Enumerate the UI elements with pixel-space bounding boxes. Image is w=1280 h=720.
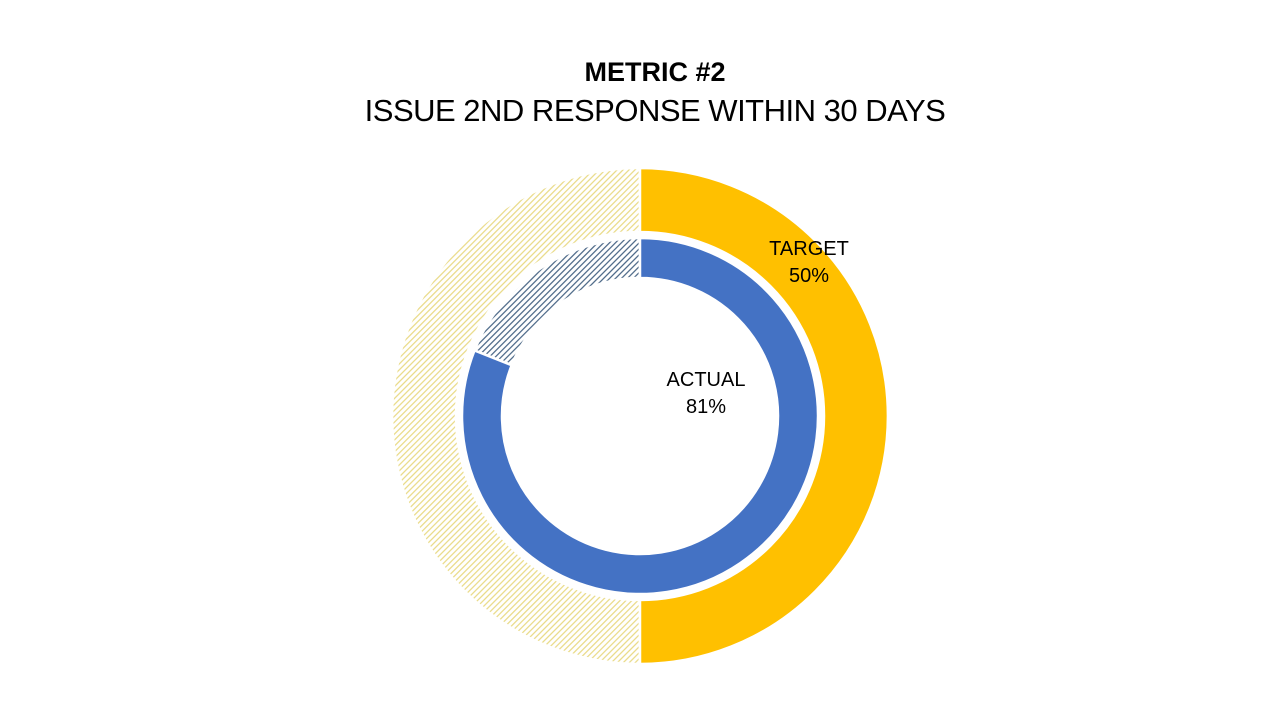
actual-label-value: 81%	[685, 396, 727, 418]
target-data-label: TARGET 50%	[769, 236, 849, 290]
target-label-name: TARGET	[769, 238, 849, 260]
actual-label-name: ACTUAL	[666, 369, 746, 391]
chart-title: METRIC #2	[584, 57, 726, 87]
actual-value-segment	[460, 236, 820, 596]
target-value-segment	[638, 166, 890, 666]
chart-subtitle: ISSUE 2ND RESPONSE WITHIN 30 DAYS	[364, 93, 946, 128]
chart-title-block: METRIC #2 ISSUE 2ND RESPONSE WITHIN 30 D…	[0, 54, 1280, 132]
target-label-value: 50%	[788, 265, 830, 287]
target-remainder-segment	[390, 166, 642, 666]
actual-data-label: ACTUAL 81%	[667, 367, 746, 421]
